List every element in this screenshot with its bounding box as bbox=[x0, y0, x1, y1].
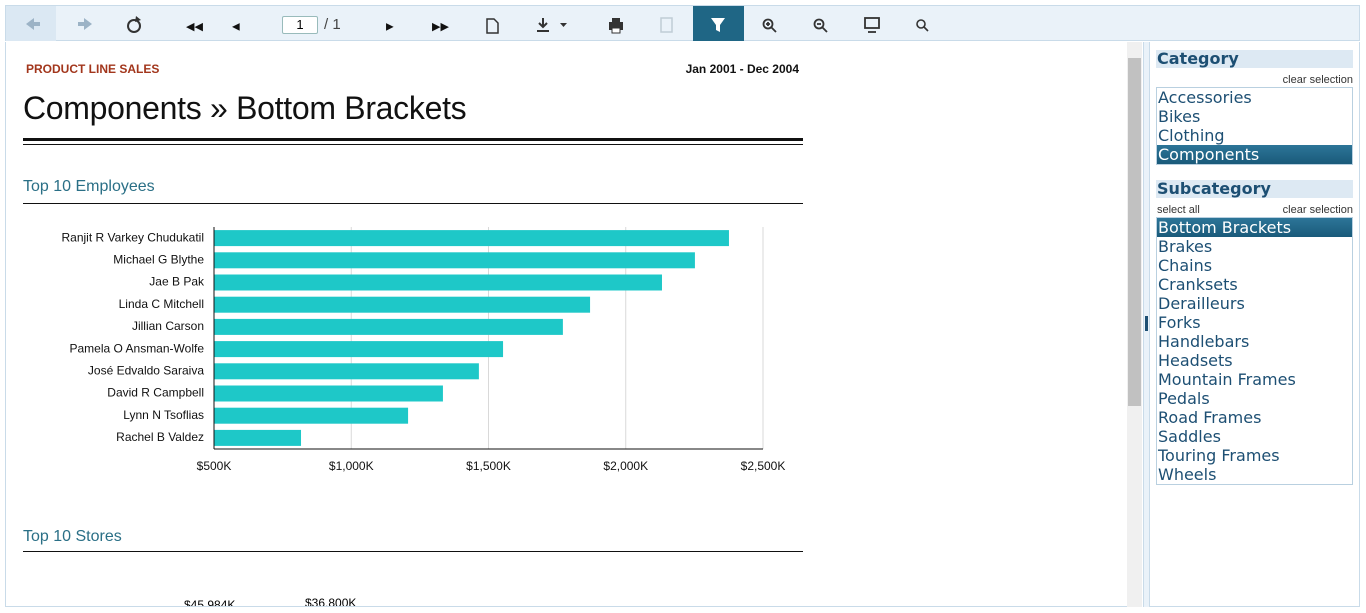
download-button[interactable] bbox=[537, 18, 567, 32]
bar bbox=[214, 385, 443, 402]
forward-button[interactable] bbox=[78, 18, 92, 30]
list-item[interactable]: Components bbox=[1157, 145, 1352, 164]
list-item[interactable]: Derailleurs bbox=[1158, 294, 1245, 313]
last-page-button[interactable]: ▶▶ bbox=[432, 21, 449, 33]
bar bbox=[214, 429, 302, 446]
list-item[interactable]: Mountain Frames bbox=[1158, 370, 1296, 389]
x-tick-label: $1,500K bbox=[466, 459, 511, 473]
employees-chart: $500K $1,000K $1,500K $2,000K $2,500K Ranjit … bbox=[61, 227, 786, 473]
x-tick-label: $2,500K bbox=[741, 459, 786, 473]
bar bbox=[214, 230, 729, 247]
list-item[interactable]: Wheels bbox=[1158, 465, 1217, 484]
bar bbox=[214, 407, 409, 424]
list-item[interactable]: Pedals bbox=[1158, 389, 1210, 408]
bar bbox=[214, 252, 695, 269]
zoom-out-button[interactable] bbox=[813, 18, 828, 33]
report-header-label: PRODUCT LINE SALES bbox=[26, 62, 160, 76]
category-header: Category bbox=[1156, 50, 1353, 68]
y-tick-label: Michael G Blythe bbox=[113, 252, 204, 266]
subcategory-clear[interactable]: clear selection bbox=[1282, 204, 1353, 216]
list-item[interactable]: Chains bbox=[1158, 256, 1213, 275]
list-item[interactable]: Handlebars bbox=[1158, 332, 1250, 351]
back-icon bbox=[26, 18, 40, 30]
y-tick-label: Lynn N Tsoflias bbox=[123, 408, 204, 422]
filter-panel: Category clear selection Accessories Bike… bbox=[1150, 42, 1360, 607]
splitter-grip bbox=[1145, 316, 1148, 331]
category-clear[interactable]: clear selection bbox=[1282, 74, 1353, 86]
date-range: Jan 2001 - Dec 2004 bbox=[685, 62, 799, 76]
list-item[interactable]: Clothing bbox=[1158, 126, 1225, 145]
print-button[interactable] bbox=[609, 18, 623, 34]
list-item[interactable]: Touring Frames bbox=[1158, 446, 1280, 465]
list-item[interactable]: Forks bbox=[1158, 313, 1201, 332]
y-tick-label: Ranjit R Varkey Chudukatil bbox=[61, 230, 204, 244]
x-tick-label: $1,000K bbox=[329, 459, 374, 473]
subcategory-header: Subcategory bbox=[1156, 180, 1353, 198]
find-button[interactable] bbox=[916, 19, 929, 32]
list-item[interactable]: Road Frames bbox=[1158, 408, 1262, 427]
toolbar: ◀◀ ◀ ▶ ▶▶ 1 / 1 bbox=[5, 5, 1360, 41]
report-area: PRODUCT LINE SALES Jan 2001 - Dec 2004 C… bbox=[5, 42, 1127, 607]
page-number-input[interactable]: 1 bbox=[282, 16, 318, 34]
next-page-button[interactable]: ▶ bbox=[386, 22, 394, 33]
prev-page-button[interactable]: ◀ bbox=[232, 22, 240, 33]
y-tick-label: José Edvaldo Saraiva bbox=[88, 363, 204, 377]
refresh-button[interactable] bbox=[127, 16, 141, 33]
bar bbox=[214, 318, 563, 335]
list-item[interactable]: Headsets bbox=[1158, 351, 1233, 370]
section-rule bbox=[23, 551, 803, 552]
zoom-in-button[interactable] bbox=[762, 18, 777, 33]
y-tick-label: David R Campbell bbox=[107, 386, 204, 400]
list-item[interactable]: Brakes bbox=[1158, 237, 1213, 256]
y-tick-label: Jillian Carson bbox=[132, 319, 204, 333]
scrollbar-thumb[interactable] bbox=[1128, 58, 1141, 406]
title-rule-thin bbox=[23, 144, 803, 145]
y-tick-label: Rachel B Valdez bbox=[116, 430, 204, 444]
x-tick-label: $500K bbox=[197, 459, 232, 473]
report-title: Components » Bottom Brackets bbox=[23, 90, 467, 126]
first-page-button[interactable]: ◀◀ bbox=[186, 21, 203, 33]
filter-icon bbox=[711, 18, 725, 32]
x-tick-label: $2,000K bbox=[603, 459, 648, 473]
list-item[interactable]: Saddles bbox=[1158, 427, 1221, 446]
section-title: Top 10 Employees bbox=[23, 178, 155, 195]
y-tick-label: Pamela O Ansman-Wolfe bbox=[69, 341, 204, 355]
bar bbox=[214, 274, 662, 291]
section-title: Top 10 Stores bbox=[23, 528, 122, 545]
list-item[interactable]: Accessories bbox=[1158, 88, 1252, 107]
store-value-label: $45,984K bbox=[184, 598, 236, 607]
section-rule bbox=[23, 203, 803, 204]
subcategory-list: Bottom Brackets Brakes Chains Cranksets Dera… bbox=[1156, 217, 1353, 485]
panel-splitter[interactable] bbox=[1143, 42, 1150, 607]
toolbar-icons: ◀◀ ◀ ▶ ▶▶ bbox=[6, 6, 929, 41]
fit-page-button[interactable] bbox=[864, 17, 880, 33]
bar bbox=[214, 363, 479, 380]
y-tick-label: Jae B Pak bbox=[149, 275, 205, 289]
list-item[interactable]: Bottom Brackets bbox=[1157, 218, 1352, 237]
list-item[interactable]: Bikes bbox=[1158, 107, 1201, 126]
category-list: Accessories Bikes Clothing Components bbox=[1156, 87, 1353, 165]
bar bbox=[214, 296, 591, 313]
list-item[interactable]: Cranksets bbox=[1158, 275, 1238, 294]
page-total: / 1 bbox=[324, 16, 341, 33]
y-tick-label: Linda C Mitchell bbox=[119, 297, 204, 311]
document-map-button[interactable] bbox=[660, 17, 673, 33]
bar bbox=[214, 341, 504, 358]
export-doc-button[interactable] bbox=[486, 18, 499, 34]
title-rule bbox=[23, 138, 803, 141]
store-value-label: $36,800K bbox=[305, 596, 357, 607]
subcategory-select-all[interactable]: select all bbox=[1157, 204, 1200, 216]
